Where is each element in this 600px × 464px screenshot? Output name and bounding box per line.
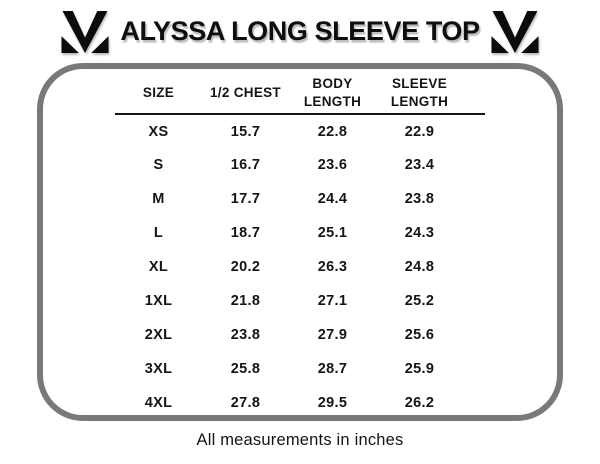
- cell-size: XL: [148, 259, 169, 276]
- cell-body-length: 23.6: [317, 157, 348, 174]
- table-row: L 18.7 25.1 24.3: [115, 216, 485, 250]
- column-header-label: SIZE: [142, 85, 175, 101]
- table-row: 2XL 23.8 27.9 25.6: [115, 318, 485, 352]
- column-header-body-length: BODY LENGTH: [289, 69, 376, 116]
- row-spacer: [463, 352, 485, 386]
- cell-size: 2XL: [144, 327, 173, 344]
- table-row: M 17.7 24.4 23.8: [115, 182, 485, 216]
- table-row: S 16.7 23.6 23.4: [115, 148, 485, 182]
- cell-body-length: 26.3: [317, 259, 348, 276]
- table-row: XL 20.2 26.3 24.8: [115, 250, 485, 284]
- row-spacer: [463, 216, 485, 250]
- page-title: ALYSSA LONG SLEEVE TOP: [120, 15, 480, 46]
- brand-m-monogram-icon: [61, 10, 109, 53]
- row-spacer: [463, 182, 485, 216]
- table-row: 4XL 27.8 29.5 26.2: [115, 386, 485, 415]
- chart-frame: SIZE 1/2 CHEST BODY LENGTH SLEEVE LENGTH…: [37, 63, 563, 421]
- cell-half-chest: 21.8: [230, 293, 261, 310]
- column-header-label: BODY LENGTH: [303, 76, 362, 109]
- table-row: 1XL 21.8 27.1 25.2: [115, 284, 485, 318]
- header-spacer: [463, 69, 485, 116]
- cell-body-length: 25.1: [317, 225, 348, 242]
- row-spacer: [463, 148, 485, 182]
- brand-m-monogram-icon: [491, 10, 539, 53]
- column-header-half-chest: 1/2 CHEST: [202, 69, 289, 116]
- measurements-note: All measurements in inches: [196, 431, 404, 449]
- column-header-sleeve-length: SLEEVE LENGTH: [376, 69, 463, 116]
- cell-sleeve-length: 26.2: [404, 395, 435, 412]
- cell-half-chest: 23.8: [230, 327, 261, 344]
- cell-sleeve-length: 24.3: [404, 225, 435, 242]
- title-row: ALYSSA LONG SLEEVE TOP: [0, 0, 600, 62]
- row-spacer: [463, 318, 485, 352]
- cell-body-length: 27.1: [317, 293, 348, 310]
- cell-body-length: 28.7: [317, 361, 348, 378]
- cell-size: XS: [148, 123, 169, 140]
- cell-sleeve-length: 23.8: [404, 191, 435, 208]
- cell-body-length: 27.9: [317, 327, 348, 344]
- cell-sleeve-length: 25.2: [404, 293, 435, 310]
- cell-half-chest: 25.8: [230, 361, 261, 378]
- cell-size: 3XL: [144, 361, 173, 378]
- column-header-size: SIZE: [115, 69, 202, 116]
- cell-size: 4XL: [144, 395, 173, 412]
- cell-body-length: 29.5: [317, 395, 348, 412]
- cell-sleeve-length: 23.4: [404, 157, 435, 174]
- column-header-label: SLEEVE LENGTH: [390, 76, 449, 109]
- cell-half-chest: 27.8: [230, 395, 261, 412]
- cell-half-chest: 20.2: [230, 259, 261, 276]
- cell-half-chest: 18.7: [230, 225, 261, 242]
- cell-body-length: 24.4: [317, 191, 348, 208]
- cell-body-length: 22.8: [317, 123, 348, 140]
- column-header-label: 1/2 CHEST: [210, 85, 281, 101]
- cell-sleeve-length: 22.9: [404, 123, 435, 140]
- cell-half-chest: 17.7: [230, 191, 261, 208]
- cell-sleeve-length: 24.8: [404, 259, 435, 276]
- cell-sleeve-length: 25.6: [404, 327, 435, 344]
- table-row: XS 15.7 22.8 22.9: [115, 114, 485, 148]
- row-spacer: [463, 284, 485, 318]
- cell-size: 1XL: [144, 293, 173, 310]
- table-row: 3XL 25.8 28.7 25.9: [115, 352, 485, 386]
- header-row: SIZE 1/2 CHEST BODY LENGTH SLEEVE LENGTH: [115, 69, 485, 116]
- cell-size: M: [152, 191, 165, 208]
- cell-half-chest: 16.7: [230, 157, 261, 174]
- row-spacer: [463, 114, 485, 148]
- cell-half-chest: 15.7: [230, 123, 261, 140]
- row-spacer: [463, 250, 485, 284]
- cell-sleeve-length: 25.9: [404, 361, 435, 378]
- size-chart-table: SIZE 1/2 CHEST BODY LENGTH SLEEVE LENGTH…: [115, 69, 485, 415]
- row-spacer: [463, 386, 485, 415]
- cell-size: S: [153, 157, 164, 174]
- cell-size: L: [153, 225, 164, 242]
